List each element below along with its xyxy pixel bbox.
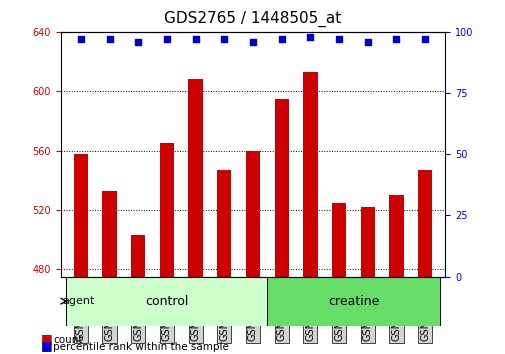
Bar bbox=[302, 72, 317, 277]
Bar bbox=[131, 235, 145, 277]
Text: percentile rank within the sample: percentile rank within the sample bbox=[53, 342, 229, 352]
Bar bbox=[267, 277, 439, 326]
Point bbox=[334, 36, 342, 42]
Bar bbox=[66, 277, 267, 326]
Bar bbox=[388, 195, 403, 277]
Text: GDS2765 / 1448505_at: GDS2765 / 1448505_at bbox=[164, 11, 341, 27]
Bar bbox=[245, 150, 260, 277]
Point bbox=[420, 36, 428, 42]
Bar bbox=[74, 154, 88, 277]
Text: count: count bbox=[53, 335, 82, 345]
Bar bbox=[217, 170, 231, 277]
Point bbox=[105, 36, 113, 42]
Point bbox=[392, 36, 400, 42]
Text: agent: agent bbox=[62, 296, 94, 306]
Bar bbox=[331, 202, 345, 277]
Point bbox=[248, 39, 257, 45]
Point bbox=[134, 39, 142, 45]
Text: control: control bbox=[145, 295, 188, 308]
Point bbox=[220, 36, 228, 42]
Point bbox=[191, 36, 199, 42]
Bar bbox=[274, 99, 288, 277]
Text: creatine: creatine bbox=[327, 295, 378, 308]
Point bbox=[363, 39, 371, 45]
Bar bbox=[360, 207, 374, 277]
Point bbox=[306, 34, 314, 40]
Point bbox=[77, 36, 85, 42]
Point bbox=[163, 36, 171, 42]
Bar bbox=[188, 79, 203, 277]
Text: ■: ■ bbox=[40, 339, 52, 352]
Bar bbox=[417, 170, 431, 277]
Bar bbox=[102, 191, 117, 277]
Bar bbox=[160, 143, 174, 277]
Point bbox=[277, 36, 285, 42]
Text: ■: ■ bbox=[40, 332, 52, 345]
